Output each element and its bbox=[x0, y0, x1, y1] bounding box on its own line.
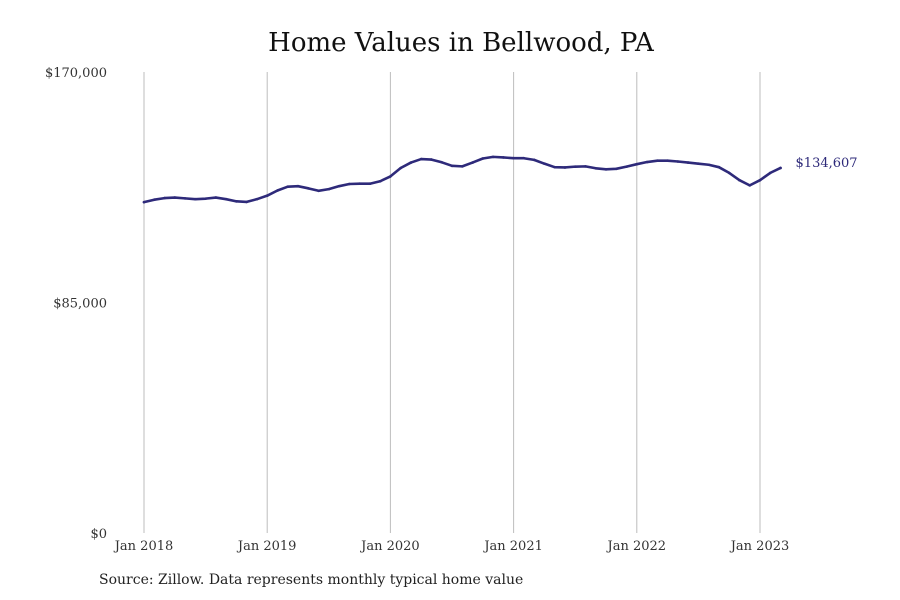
data-point bbox=[430, 158, 433, 161]
data-point bbox=[409, 161, 413, 164]
data-point bbox=[173, 196, 177, 199]
data-point bbox=[265, 194, 269, 197]
data-point bbox=[573, 165, 577, 168]
x-tick-label: Jan 2020 bbox=[359, 539, 420, 554]
data-point bbox=[584, 165, 587, 168]
data-point bbox=[491, 155, 495, 159]
data-point bbox=[686, 161, 690, 164]
data-point bbox=[563, 166, 567, 169]
data-point bbox=[286, 185, 290, 189]
x-tick-label: Jan 2021 bbox=[482, 539, 543, 554]
x-axis-ticks: Jan 2018 Jan 2019 Jan 2020 Jan 2021 Jan 2022… bbox=[113, 539, 790, 554]
data-point bbox=[748, 184, 752, 187]
data-point bbox=[317, 189, 320, 193]
data-point bbox=[276, 189, 279, 192]
data-point bbox=[460, 165, 464, 168]
data-point bbox=[368, 182, 372, 186]
y-axis-ticks: $0 $85,000 $170,000 bbox=[45, 66, 107, 542]
data-point bbox=[142, 200, 146, 204]
data-point bbox=[255, 197, 259, 201]
series-line bbox=[142, 155, 782, 204]
data-point bbox=[163, 196, 166, 200]
data-point bbox=[553, 165, 556, 169]
data-point bbox=[235, 200, 238, 203]
data-point bbox=[245, 200, 248, 204]
data-point bbox=[224, 197, 228, 201]
data-point bbox=[152, 198, 156, 202]
data-point bbox=[594, 166, 598, 170]
y-tick-label: $85,000 bbox=[53, 297, 107, 312]
data-point bbox=[625, 165, 628, 168]
data-point bbox=[358, 182, 361, 186]
data-point bbox=[389, 175, 392, 178]
data-point bbox=[378, 179, 382, 183]
y-tick-label: $0 bbox=[90, 527, 107, 542]
data-point bbox=[697, 162, 700, 165]
data-point bbox=[768, 171, 772, 175]
end-value-label: $134,607 bbox=[796, 156, 858, 171]
x-tick-label: Jan 2018 bbox=[113, 539, 174, 554]
data-point bbox=[471, 161, 474, 164]
data-point bbox=[522, 156, 526, 160]
data-point bbox=[543, 162, 546, 165]
data-point bbox=[512, 156, 515, 160]
data-point bbox=[194, 197, 197, 201]
data-point bbox=[738, 178, 741, 182]
data-point bbox=[440, 161, 444, 164]
data-point bbox=[502, 156, 505, 159]
data-point bbox=[676, 160, 680, 163]
data-point bbox=[214, 196, 218, 199]
data-point bbox=[481, 157, 485, 160]
data-point bbox=[348, 182, 351, 186]
y-tick-label: $170,000 bbox=[45, 66, 107, 81]
data-point bbox=[717, 165, 721, 169]
source-note: Source: Zillow. Data represents monthly … bbox=[99, 572, 524, 588]
data-point bbox=[337, 184, 341, 188]
gridlines bbox=[143, 72, 761, 533]
data-point bbox=[204, 197, 207, 200]
data-point bbox=[419, 157, 423, 161]
data-point bbox=[758, 178, 762, 182]
data-points bbox=[142, 155, 782, 204]
data-point bbox=[779, 166, 782, 170]
data-point bbox=[183, 197, 187, 200]
data-point bbox=[727, 171, 731, 175]
data-point bbox=[327, 187, 331, 191]
chart-title: Home Values in Bellwood, PA bbox=[268, 28, 654, 58]
data-point bbox=[296, 184, 300, 188]
data-point bbox=[306, 187, 310, 190]
x-tick-label: Jan 2019 bbox=[236, 539, 297, 554]
data-point bbox=[666, 159, 669, 162]
data-point bbox=[645, 160, 649, 164]
data-point bbox=[656, 159, 659, 162]
data-point bbox=[532, 158, 536, 162]
data-point bbox=[635, 162, 639, 166]
data-point bbox=[399, 166, 402, 170]
x-tick-label: Jan 2023 bbox=[729, 539, 790, 554]
data-point bbox=[450, 164, 454, 168]
data-point bbox=[707, 163, 710, 167]
data-point bbox=[604, 168, 608, 171]
x-tick-label: Jan 2022 bbox=[606, 539, 667, 554]
data-point bbox=[614, 167, 618, 171]
